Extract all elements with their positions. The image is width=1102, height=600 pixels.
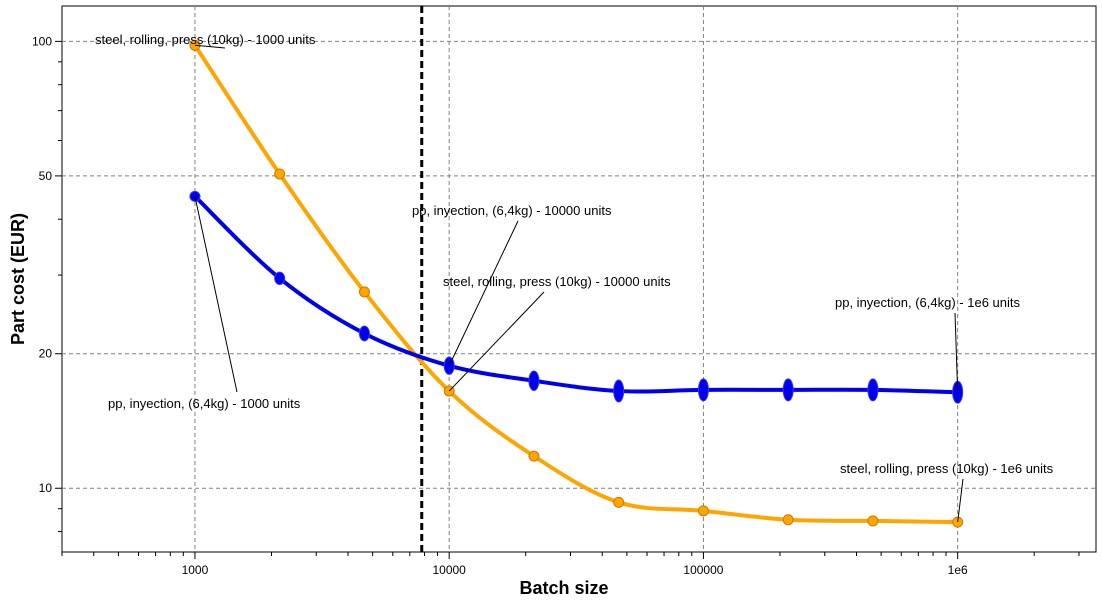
- series-1-point: [358, 325, 370, 342]
- series-line-1: [192, 194, 960, 395]
- annotation-label: pp, inyection, (6,4kg) - 1e6 units: [835, 295, 1020, 310]
- x-tick-label: 1000: [182, 563, 209, 577]
- series-1-point: [782, 378, 794, 402]
- x-axis-title: Batch size: [519, 578, 608, 598]
- series-1-point: [867, 378, 879, 402]
- x-tick-label: 1e6: [948, 563, 968, 577]
- series-1-point: [613, 379, 625, 403]
- annotation-label: steel, rolling, press (10kg) - 1000 unit…: [95, 32, 316, 47]
- series-0-point: [867, 515, 879, 527]
- annotation-label: pp, inyection, (6,4kg) - 1000 units: [108, 396, 301, 411]
- y-tick-label: 20: [39, 347, 53, 361]
- y-axis-title: Part cost (EUR): [8, 213, 28, 345]
- annotation-leader-line: [194, 44, 226, 49]
- series-0-point: [697, 505, 709, 517]
- y-tick-label: 50: [39, 169, 53, 183]
- annotation-leader-line: [954, 312, 959, 393]
- series-1-point: [528, 370, 540, 392]
- annotation-leader-line: [448, 291, 545, 392]
- series-0-point: [528, 450, 540, 462]
- y-tick-label: 100: [32, 34, 52, 48]
- series-1-point: [274, 271, 286, 286]
- x-tick-label: 10000: [432, 563, 466, 577]
- annotation-label: steel, rolling, press (10kg) - 1e6 units: [840, 461, 1054, 476]
- series-1-point: [697, 378, 709, 402]
- plot-area: [61, 5, 1097, 553]
- x-tick-label: 100000: [683, 563, 723, 577]
- series-0-point: [782, 514, 794, 526]
- annotation-leader-line: [957, 478, 964, 523]
- series-0-point: [358, 286, 370, 298]
- annotation-leader-line: [194, 196, 238, 393]
- series-0-point: [613, 496, 625, 508]
- series-0-point: [274, 168, 286, 180]
- annotation-label: pp, inyection, (6,4kg) - 10000 units: [412, 203, 612, 218]
- y-tick-label: 10: [39, 481, 53, 495]
- annotation-label: steel, rolling, press (10kg) - 10000 uni…: [443, 274, 671, 289]
- annotation-leader-line: [448, 220, 519, 366]
